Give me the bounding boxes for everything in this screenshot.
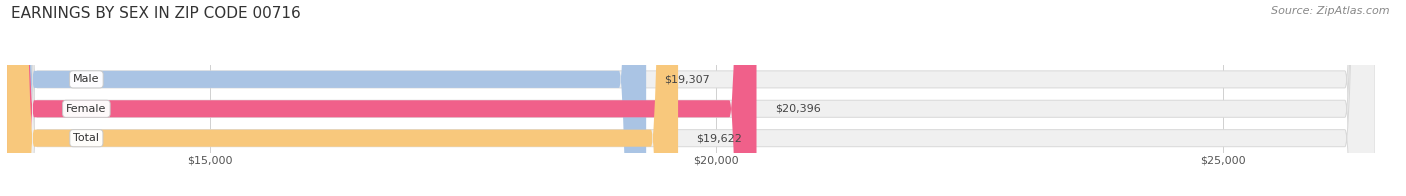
- FancyBboxPatch shape: [7, 0, 1375, 196]
- FancyBboxPatch shape: [7, 0, 756, 196]
- Text: Female: Female: [66, 104, 107, 114]
- Text: $20,396: $20,396: [775, 104, 821, 114]
- Text: Source: ZipAtlas.com: Source: ZipAtlas.com: [1271, 6, 1389, 16]
- Text: $19,622: $19,622: [696, 133, 742, 143]
- FancyBboxPatch shape: [7, 0, 1375, 196]
- FancyBboxPatch shape: [7, 0, 678, 196]
- FancyBboxPatch shape: [7, 0, 1375, 196]
- FancyBboxPatch shape: [7, 0, 647, 196]
- Text: $19,307: $19,307: [665, 74, 710, 84]
- Text: EARNINGS BY SEX IN ZIP CODE 00716: EARNINGS BY SEX IN ZIP CODE 00716: [11, 6, 301, 21]
- Text: Total: Total: [73, 133, 100, 143]
- Text: Male: Male: [73, 74, 100, 84]
